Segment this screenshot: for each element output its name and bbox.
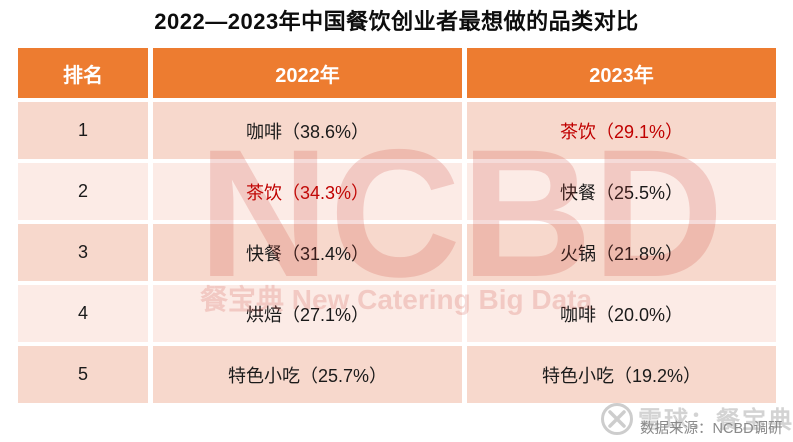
comparison-table: 排名 2022年 2023年 1 咖啡（38.6%） 茶饮（29.1%） 2 茶饮（34… — [18, 48, 776, 403]
xueqiu-watermark-text: 雪球：餐宝典 — [638, 407, 793, 434]
footer-watermark: 雪球：餐宝典 数据来源：NCBD调研 — [598, 398, 793, 440]
rank-cell: 2 — [18, 163, 148, 220]
rank-cell: 5 — [18, 346, 148, 403]
category-2022-cell: 特色小吃（25.7%） — [153, 346, 462, 403]
category-2023-cell: 快餐（25.5%） — [467, 163, 776, 220]
category-2022-cell: 茶饮（34.3%） — [153, 163, 462, 220]
rank-cell: 4 — [18, 285, 148, 342]
rank-cell: 3 — [18, 224, 148, 281]
header-2022: 2022年 — [153, 48, 462, 98]
page-title: 2022—2023年中国餐饮创业者最想做的品类对比 — [154, 9, 639, 34]
header-rank: 排名 — [18, 48, 148, 98]
category-2022-cell: 快餐（31.4%） — [153, 224, 462, 281]
data-source-text: 数据来源：NCBD调研 — [640, 421, 783, 437]
category-2022-cell: 烘焙（27.1%） — [153, 285, 462, 342]
xueqiu-logo-icon — [600, 402, 634, 441]
category-2023-cell: 火锅（21.8%） — [467, 224, 776, 281]
header-2023: 2023年 — [467, 48, 776, 98]
category-2023-cell: 特色小吃（19.2%） — [467, 346, 776, 403]
category-2022-cell: 咖啡（38.6%） — [153, 102, 462, 159]
rank-cell: 1 — [18, 102, 148, 159]
category-2023-cell: 咖啡（20.0%） — [467, 285, 776, 342]
category-2023-cell: 茶饮（29.1%） — [467, 102, 776, 159]
